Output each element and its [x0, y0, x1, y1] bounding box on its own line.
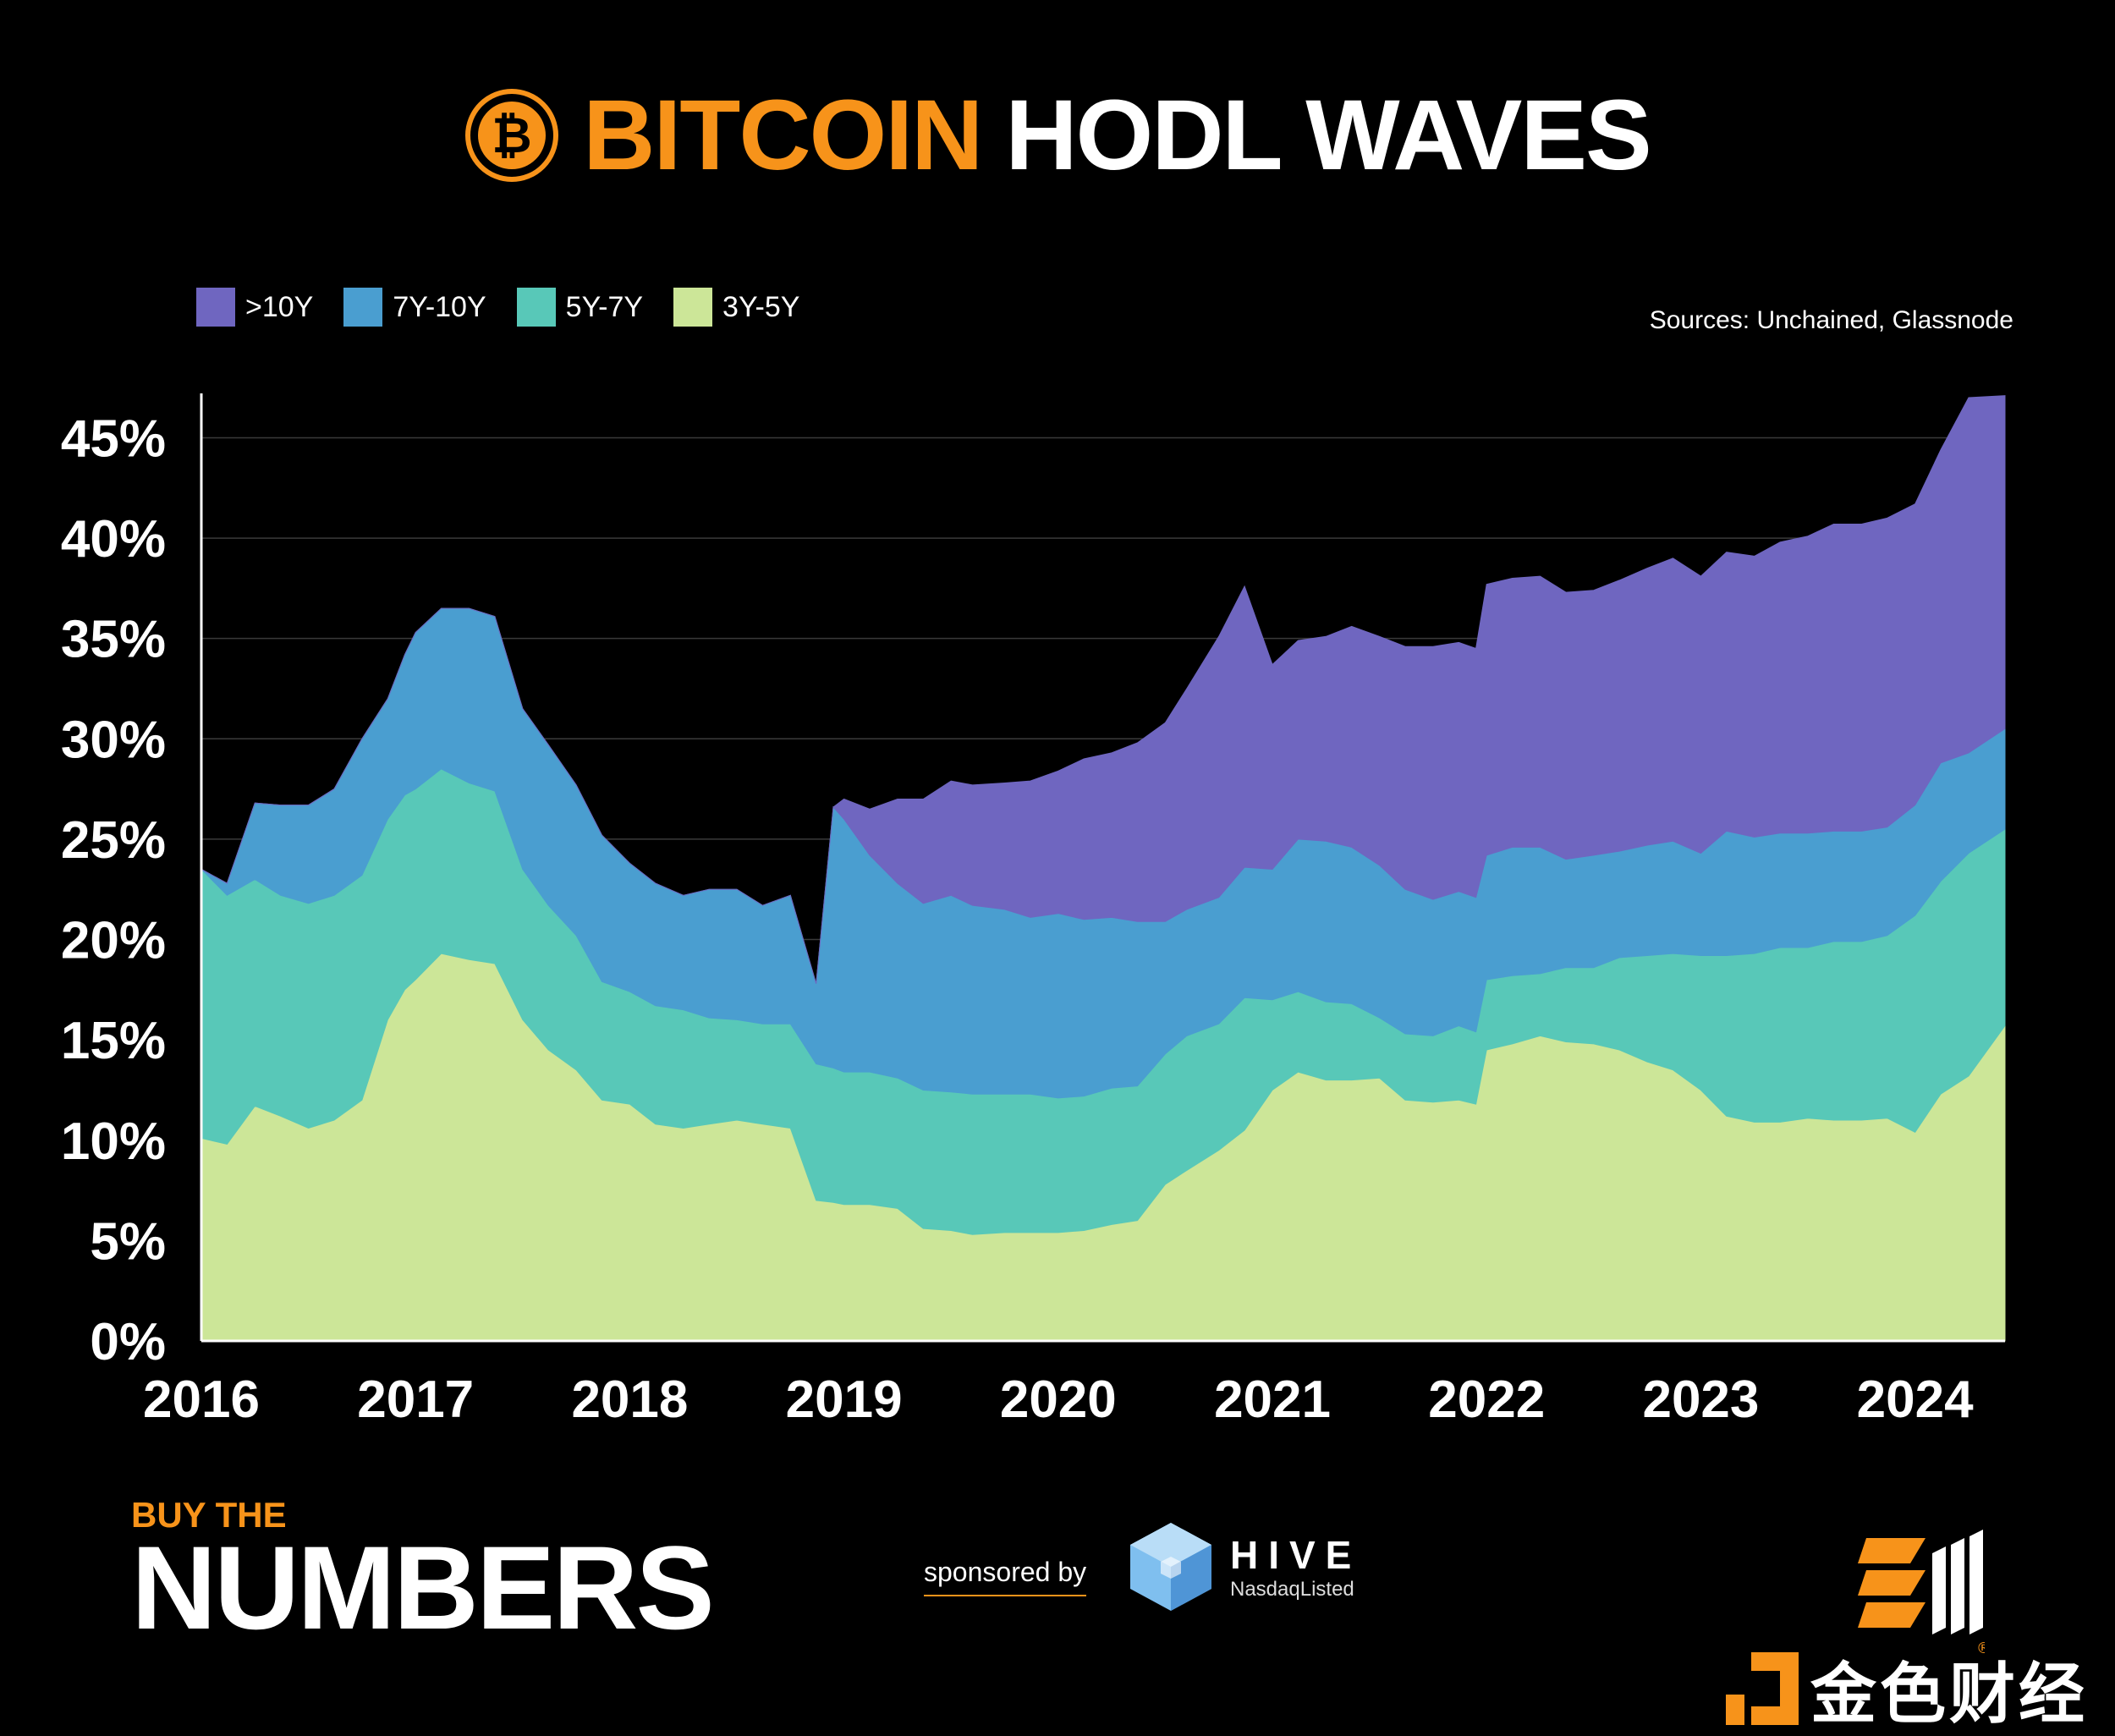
svg-text:₿: ₿ [492, 107, 532, 164]
y-tick-labels: 0% 5% 10% 15% 20% 25% 30% 35% 40% 45% [61, 409, 166, 1371]
x-tick-label: 2023 [1642, 1371, 1759, 1429]
x-tick-label: 2019 [786, 1371, 903, 1429]
bitcoin-logo-icon: ₿ [465, 89, 559, 182]
legend-swatch-7y-10y [343, 288, 383, 327]
hive-cube-icon [1130, 1523, 1211, 1611]
y-tick-label: 10% [61, 1112, 166, 1171]
legend-label-7y-10y: 7Y-10Y [393, 290, 486, 323]
chart-legend: >10Y 7Y-10Y 5Y-7Y 3Y-5Y [196, 288, 799, 327]
sources-note: Sources: Unchained, Glassnode [1649, 306, 2013, 334]
y-tick-label: 30% [61, 711, 166, 769]
svg-text:®: ® [1976, 1640, 1985, 1656]
title-bitcoin: BITCOIN [583, 80, 983, 191]
legend-swatch-3y-5y [673, 288, 713, 327]
x-tick-label: 2018 [571, 1371, 688, 1429]
y-tick-label: 35% [61, 611, 166, 669]
legend-item-5y-7y: 5Y-7Y [516, 288, 644, 327]
watermark-logo-icon [1726, 1652, 1799, 1725]
y-tick-label: 0% [90, 1313, 166, 1371]
area-gt10y [201, 395, 2006, 984]
legend-item-3y-5y: 3Y-5Y [673, 288, 799, 327]
title-hodl-waves: HODL WAVES [1005, 80, 1651, 191]
hive-name: HIVE [1230, 1533, 1362, 1577]
x-tick-label: 2016 [143, 1371, 260, 1429]
x-tick-label: 2021 [1214, 1371, 1331, 1429]
legend-item-gt10y: >10Y [196, 288, 313, 327]
x-tick-label: 2022 [1428, 1371, 1545, 1429]
legend-swatch-5y-7y [516, 288, 556, 327]
buy-the-numbers-logo: BUY THE NUMBERS [131, 1495, 715, 1654]
chart-axes [200, 393, 2005, 1343]
watermark: 金色财经 [1726, 1641, 2088, 1736]
logo-buy-the: BUY THE [131, 1495, 287, 1535]
y-tick-label: 40% [61, 510, 166, 569]
legend-label-5y-7y: 5Y-7Y [565, 290, 644, 323]
y-tick-label: 15% [61, 1012, 166, 1070]
hive-subtitle: NasdaqListed [1230, 1578, 1354, 1601]
legend-label-3y-5y: 3Y-5Y [722, 290, 800, 323]
legend-swatch-gt10y [196, 288, 235, 327]
chart-areas [201, 395, 2006, 1342]
chart-title: ₿ BITCOIN HODL WAVES [0, 78, 2115, 193]
y-tick-label: 45% [61, 409, 166, 468]
y-tick-label: 20% [61, 912, 166, 970]
logo-numbers: NUMBERS [131, 1521, 715, 1654]
hive-logo: HIVE NasdaqListed [1127, 1519, 1361, 1614]
legend-label-gt10y: >10Y [245, 290, 314, 323]
x-tick-label: 2024 [1857, 1371, 1974, 1429]
y-tick-label: 5% [90, 1212, 166, 1271]
legend-item-7y-10y: 7Y-10Y [343, 288, 486, 327]
watermark-text: 金色财经 [1810, 1656, 2089, 1731]
x-tick-labels: 2016 2017 2018 2019 2020 2021 2022 2023 2024 [143, 1371, 1974, 1429]
brand-mark-icon: ® [1858, 1530, 1985, 1656]
sponsored-by-label: sponsored by [924, 1557, 1087, 1596]
y-tick-label: 25% [61, 811, 166, 870]
x-tick-label: 2020 [1000, 1371, 1117, 1429]
x-tick-label: 2017 [357, 1371, 474, 1429]
